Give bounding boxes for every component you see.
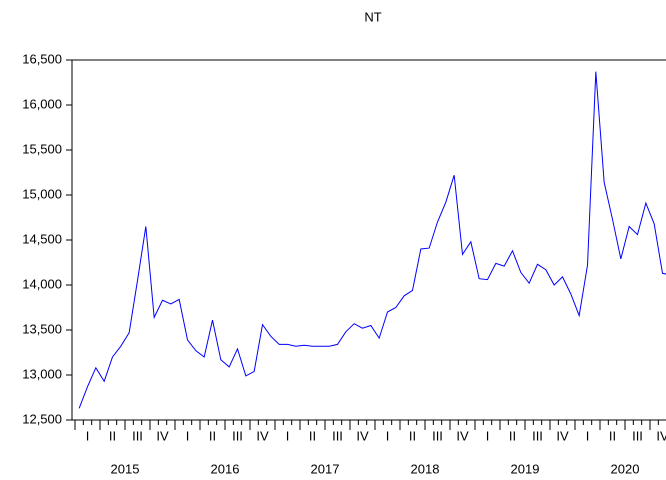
y-tick-label: 13,500 [22, 321, 62, 336]
x-year-label: 2019 [511, 461, 540, 476]
x-quarter-label: I [586, 428, 590, 443]
y-tick-label: 15,000 [22, 186, 62, 201]
x-year-label: 2018 [411, 461, 440, 476]
chart-title: NT [364, 9, 381, 24]
x-quarter-label: IV [256, 428, 269, 443]
y-tick-label: 16,000 [22, 96, 62, 111]
x-quarter-label: III [132, 428, 143, 443]
x-quarter-label: II [409, 428, 416, 443]
x-quarter-label: I [386, 428, 390, 443]
x-quarter-label: I [186, 428, 190, 443]
x-year-label: 2015 [111, 461, 140, 476]
x-quarter-label: I [286, 428, 290, 443]
line-series [78, 71, 666, 409]
x-quarter-label: IV [456, 428, 469, 443]
y-tick-label: 13,000 [22, 366, 62, 381]
x-quarter-label: II [209, 428, 216, 443]
x-quarter-label: IV [556, 428, 569, 443]
x-quarter-label: I [86, 428, 90, 443]
x-year-label: 2016 [211, 461, 240, 476]
x-quarter-label: II [309, 428, 316, 443]
x-quarter-label: III [332, 428, 343, 443]
x-quarter-label: IV [656, 428, 666, 443]
x-quarter-label: III [532, 428, 543, 443]
y-tick-label: 14,500 [22, 231, 62, 246]
x-quarter-label: IV [156, 428, 169, 443]
y-tick-label: 15,500 [22, 141, 62, 156]
x-year-label: 2017 [311, 461, 340, 476]
x-quarter-label: II [609, 428, 616, 443]
x-quarter-label: I [486, 428, 490, 443]
x-quarter-label: III [432, 428, 443, 443]
y-tick-label: 16,500 [22, 51, 62, 66]
x-year-label: 2020 [611, 461, 640, 476]
x-quarter-label: II [109, 428, 116, 443]
y-tick-label: 12,500 [22, 411, 62, 426]
y-tick-label: 14,000 [22, 276, 62, 291]
x-quarter-label: IV [356, 428, 369, 443]
x-quarter-label: III [632, 428, 643, 443]
x-quarter-label: II [509, 428, 516, 443]
x-quarter-label: III [232, 428, 243, 443]
